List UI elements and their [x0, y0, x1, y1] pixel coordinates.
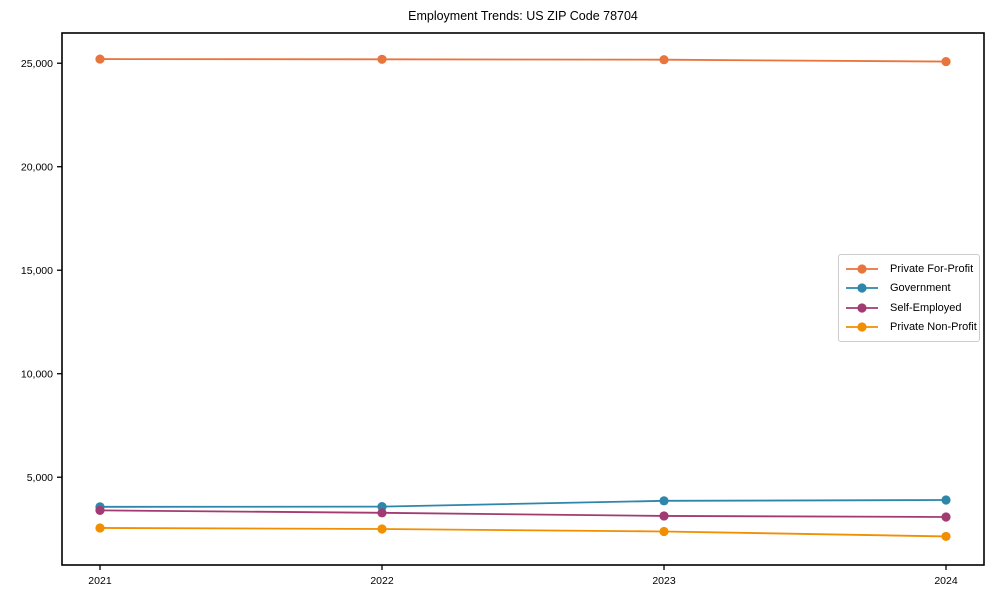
data-point-private-non-profit-2021 [95, 523, 105, 533]
x-tick-label: 2022 [370, 575, 394, 587]
data-point-private-non-profit-2022 [377, 524, 387, 534]
data-point-private-non-profit-2024 [941, 531, 951, 542]
legend-label-private-for-profit: Private For-Profit [890, 262, 974, 275]
data-point-private-for-profit-2023 [659, 55, 669, 65]
data-point-private-for-profit-2022 [377, 54, 387, 64]
legend-marker-government [846, 283, 878, 293]
data-point-government-2023 [659, 496, 669, 506]
legend: Private For-Profit Government Self-Employe… [838, 254, 980, 342]
series-line-government [99, 499, 947, 508]
legend-marker-self-employed [846, 303, 878, 313]
y-tick-label: 20,000 [21, 161, 53, 173]
legend-item-self-employed: Self-Employed [846, 298, 972, 318]
y-tick-label: 15,000 [21, 265, 53, 277]
data-point-self-employed-2024 [941, 512, 951, 522]
legend-item-private-non-profit: Private Non-Profit [846, 318, 977, 338]
y-tick-label: 5,000 [27, 472, 53, 484]
legend-marker-private-for-profit [846, 264, 878, 274]
y-tick-label: 10,000 [21, 368, 53, 380]
data-point-self-employed-2023 [659, 511, 669, 521]
legend-item-government: Government [846, 279, 972, 299]
data-point-private-for-profit-2021 [95, 54, 105, 64]
legend-marker-private-non-profit [846, 322, 878, 332]
x-tick-label: 2024 [934, 575, 958, 587]
x-tick-label: 2023 [652, 575, 676, 587]
data-point-self-employed-2021 [95, 505, 105, 515]
legend-label-government: Government [890, 282, 951, 295]
axes-spines [61, 32, 985, 566]
chart-title: Employment Trends: US ZIP Code 78704 [408, 9, 638, 23]
legend-label-self-employed: Self-Employed [890, 301, 962, 314]
data-point-self-employed-2022 [377, 508, 387, 518]
legend-label-private-non-profit: Private Non-Profit [890, 321, 977, 334]
series-line-self-employed [99, 509, 947, 518]
series-line-private-for-profit [99, 58, 947, 63]
series-line-private-non-profit [99, 527, 947, 538]
x-tick-label: 2021 [88, 575, 112, 587]
y-tick-label: 25,000 [21, 58, 53, 70]
data-point-government-2024 [941, 495, 951, 505]
legend-item-private-for-profit: Private For-Profit [846, 259, 974, 279]
data-point-private-non-profit-2023 [659, 526, 669, 537]
data-point-private-for-profit-2024 [941, 56, 951, 67]
